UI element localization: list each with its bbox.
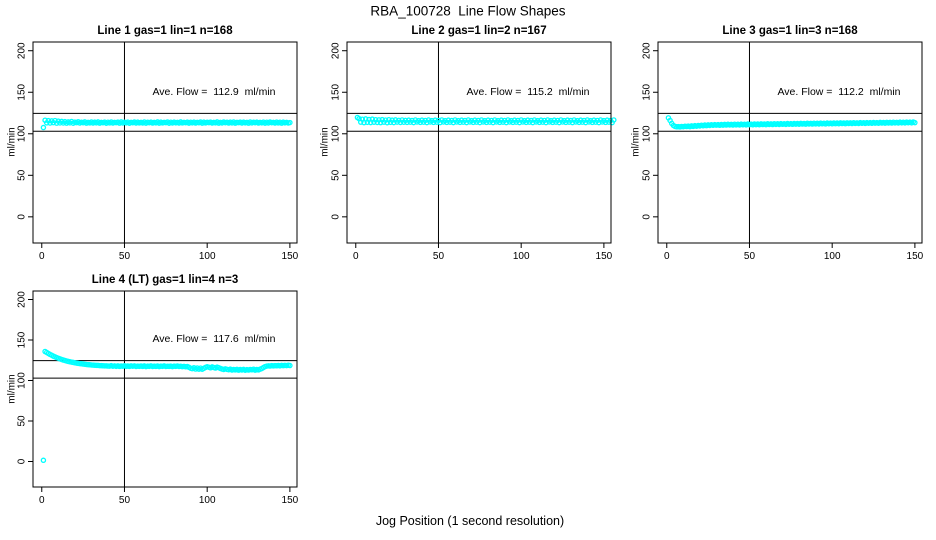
data-point bbox=[611, 117, 617, 123]
x-tick-label: 50 bbox=[433, 251, 445, 262]
x-tick-label: 150 bbox=[282, 495, 299, 506]
y-tick-label: 0 bbox=[642, 214, 653, 220]
y-tick-label: 100 bbox=[331, 125, 342, 142]
subplot-4-title: Line 4 (LT) gas=1 lin=4 n=3 bbox=[91, 274, 239, 286]
y-tick-label: 200 bbox=[17, 42, 28, 59]
y-tick-label: 150 bbox=[642, 83, 653, 100]
x-tick-label: 150 bbox=[596, 251, 613, 262]
y-tick-label: 100 bbox=[17, 372, 28, 389]
x-tick-label: 100 bbox=[824, 251, 841, 262]
x-tick-label: 0 bbox=[39, 495, 45, 506]
y-tick-label: 50 bbox=[17, 415, 28, 427]
subplot-3: 0 50 100 150 200 0 50 100 150 bbox=[642, 41, 924, 262]
subplot-2: 0 50 100 150 200 0 50 100 150 bbox=[331, 41, 617, 262]
y-tick-label: 50 bbox=[331, 169, 342, 181]
y-tick-label: 0 bbox=[17, 458, 28, 464]
subplot-1-title: Line 1 gas=1 lin=1 n=168 bbox=[97, 25, 233, 37]
x-tick-label: 150 bbox=[907, 251, 924, 262]
y-tick-label: 200 bbox=[331, 42, 342, 59]
subplot-1-y-axis-label: ml/min bbox=[6, 127, 18, 157]
data-point bbox=[912, 119, 918, 126]
x-tick-label: 50 bbox=[744, 251, 756, 262]
subplot-4-ave-flow-annotation: Ave. Flow = 117.6 ml/min bbox=[152, 333, 276, 345]
subplot-2-y-axis-label: ml/min bbox=[319, 127, 331, 157]
y-tick-label: 50 bbox=[17, 169, 28, 181]
plot-box bbox=[346, 41, 612, 244]
y-tick-label: 200 bbox=[17, 291, 28, 308]
plot-box bbox=[32, 41, 298, 244]
subplot-4: 0 50 100 150 200 0 50 100 150 bbox=[17, 290, 299, 506]
y-tick-label: 0 bbox=[331, 214, 342, 220]
x-tick-label: 0 bbox=[664, 251, 670, 262]
subplot-1: 0 50 100 150 200 0 50 100 150 bbox=[17, 41, 299, 262]
subplot-3-title: Line 3 gas=1 lin=3 n=168 bbox=[722, 25, 858, 37]
y-tick-label: 0 bbox=[17, 214, 28, 220]
x-tick-label: 50 bbox=[119, 251, 131, 262]
data-point bbox=[40, 124, 47, 131]
data-point bbox=[287, 362, 293, 369]
y-tick-label: 150 bbox=[17, 83, 28, 100]
subplot-4-y-axis-label: ml/min bbox=[6, 374, 18, 404]
subplot-1-ave-flow-annotation: Ave. Flow = 112.9 ml/min bbox=[152, 86, 276, 98]
subplot-2-title: Line 2 gas=1 lin=2 n=167 bbox=[411, 25, 547, 37]
y-tick-label: 100 bbox=[17, 125, 28, 142]
y-tick-label: 150 bbox=[17, 331, 28, 348]
subplot-2-ave-flow-annotation: Ave. Flow = 115.2 ml/min bbox=[466, 86, 590, 98]
subplot-3-y-axis-label: ml/min bbox=[630, 127, 642, 157]
x-tick-label: 100 bbox=[199, 251, 216, 262]
figure-title: RBA_100728 Line Flow Shapes bbox=[370, 3, 566, 19]
plot-box bbox=[657, 41, 923, 244]
x-tick-label: 100 bbox=[513, 251, 530, 262]
y-tick-label: 150 bbox=[331, 83, 342, 100]
data-point bbox=[40, 457, 47, 464]
x-tick-label: 150 bbox=[282, 251, 299, 262]
x-tick-label: 50 bbox=[119, 495, 131, 506]
x-tick-label: 100 bbox=[199, 495, 216, 506]
x-tick-label: 0 bbox=[353, 251, 359, 262]
y-tick-label: 100 bbox=[642, 125, 653, 142]
data-point bbox=[287, 119, 293, 126]
x-axis-label: Jog Position (1 second resolution) bbox=[375, 514, 565, 528]
plot-box bbox=[32, 290, 298, 488]
subplot-3-ave-flow-annotation: Ave. Flow = 112.2 ml/min bbox=[777, 86, 901, 98]
x-tick-label: 0 bbox=[39, 251, 45, 262]
y-tick-label: 200 bbox=[642, 42, 653, 59]
y-tick-label: 50 bbox=[642, 169, 653, 181]
